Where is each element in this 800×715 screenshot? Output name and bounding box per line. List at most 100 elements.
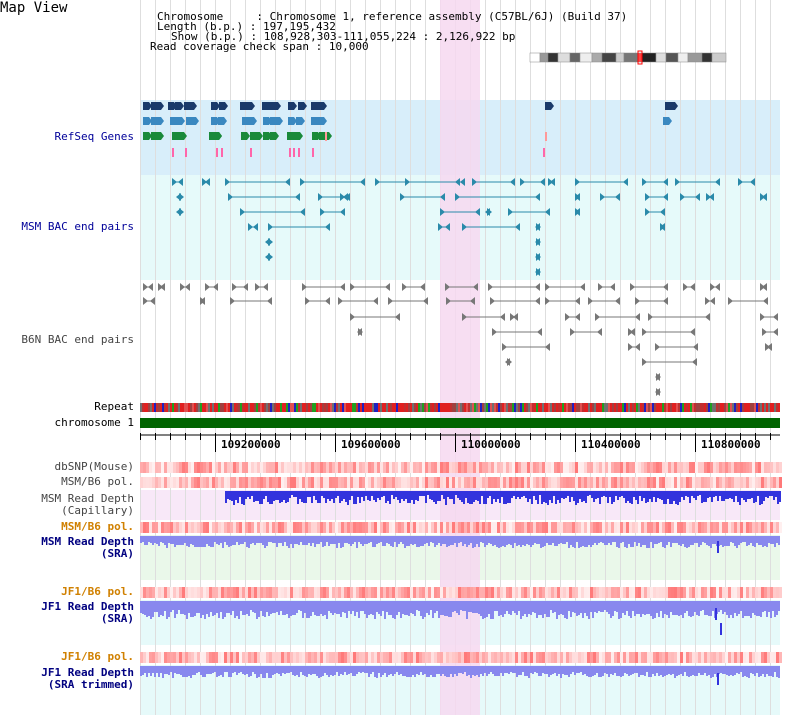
msm-depth-cap-bar (533, 491, 535, 496)
jf1-depth-bar (724, 601, 726, 612)
jf1-b6-pol-heat-2 (767, 652, 770, 663)
msm-bac-pair-end (750, 178, 755, 186)
msm-depth-sra-bar (452, 536, 454, 545)
jf1-b6-pol-heat-2 (542, 652, 545, 663)
jf1-b6-pol-heat-2 (413, 652, 416, 663)
jf1-trim-bar (250, 666, 252, 676)
msm-depth-sra-bar (332, 536, 334, 544)
jf1-trim-bar (196, 666, 198, 673)
repeat-segment (196, 403, 198, 412)
msm-depth-sra-bar (388, 536, 390, 544)
msm-depth-sra-bar (682, 536, 684, 544)
dbsnp-heat (461, 462, 464, 473)
msm-depth-cap-bar (543, 491, 545, 502)
msm-depth-sra-bar (442, 536, 444, 544)
jf1-b6-pol-heat (767, 587, 770, 598)
msm-depth-sra-bar (214, 536, 216, 542)
refseq-gene-tick (185, 148, 187, 157)
msm-b6-pol-heat (380, 477, 383, 488)
jf1-b6-pol-heat-2 (185, 652, 188, 663)
jf1-trim-bar (406, 666, 408, 677)
dbsnp-heat (650, 462, 653, 473)
jf1-b6-pol-heat-2 (617, 652, 620, 663)
msm-b6-pol-heat (458, 477, 461, 488)
ideogram-band (637, 52, 643, 63)
jf1-trim-bar (248, 666, 250, 677)
msm-b6-pol-heat-2 (431, 522, 434, 533)
dbsnp-heat (191, 462, 194, 473)
msm-b6-pol-heat (590, 477, 593, 488)
msm-depth-sra-bar (608, 536, 610, 543)
msm-depth-sra-bar (512, 536, 514, 548)
msm-depth-cap-bar (675, 491, 677, 504)
jf1-b6-pol-heat (422, 587, 425, 598)
msm-depth-cap-bar (285, 491, 287, 503)
msm-b6-pol-heat-2 (638, 522, 641, 533)
msm-depth-sra-bar (642, 536, 644, 545)
axis-tick-label: 110000000 (461, 438, 521, 451)
jf1-depth-bar (260, 601, 262, 611)
jf1-trim-bar (752, 666, 754, 674)
jf1-depth-bar (544, 601, 546, 614)
dbsnp-heat (413, 462, 416, 473)
jf1-b6-pol-heat-2 (773, 652, 776, 663)
repeat-segment (612, 403, 614, 412)
jf1-trim-bar (576, 666, 578, 673)
ideogram-band (677, 52, 689, 63)
msm-depth-cap-bar (519, 491, 521, 499)
msm-depth-sra-bar (572, 536, 574, 547)
dbsnp-heat (143, 462, 146, 473)
msm-depth-sra-bar (434, 536, 436, 547)
jf1-trim-bar (644, 666, 646, 676)
jf1-trim-bar (454, 666, 456, 674)
msm-b6-pol-heat-2 (521, 522, 524, 533)
repeat-segment (588, 403, 590, 412)
jf1-depth-bar (346, 601, 348, 618)
jf1-trim-bar (556, 666, 558, 676)
repeat-segment (616, 403, 618, 412)
msm-b6-pol-heat (362, 477, 365, 488)
repeat-segment (286, 403, 288, 412)
b6n-bac-pair-end (630, 283, 635, 291)
jf1-trim-bar (258, 666, 260, 677)
jf1-b6-pol-heat (638, 587, 641, 598)
msm-bac-pair-end (440, 208, 445, 216)
jf1-trim-bar (728, 666, 730, 676)
msm-b6-pol-heat (596, 477, 599, 488)
msm-depth-cap-bar (671, 491, 673, 504)
jf1-trim-bar (170, 666, 172, 672)
jf1-depth-bar (410, 601, 412, 613)
dbsnp-heat (167, 462, 170, 473)
jf1-b6-pol-heat (644, 587, 647, 598)
jf1-depth-bar (518, 601, 520, 611)
track-label-b6n-bac[interactable]: B6N BAC end pairs (21, 333, 134, 346)
jf1-b6-pol-heat (776, 587, 779, 598)
jf1-b6-pol-heat (665, 587, 668, 598)
msm-depth-sra-bar (582, 536, 584, 546)
msm-depth-cap-bar (287, 491, 289, 502)
repeat-segment (774, 403, 776, 412)
msm-depth-sra-bar (342, 536, 344, 547)
msm-depth-sra-bar (212, 536, 214, 547)
repeat-segment (684, 403, 686, 412)
msm-b6-pol-heat (716, 477, 719, 488)
msm-depth-cap-bar (529, 491, 531, 499)
msm-bac-pair-end (680, 193, 685, 201)
jf1-b6-pol-heat (425, 587, 428, 598)
dbsnp-heat (659, 462, 662, 473)
jf1-trim-bar (404, 666, 406, 676)
repeat-segment (578, 403, 580, 412)
jf1-depth-bar (502, 601, 504, 617)
track-label-msm-bac[interactable]: MSM BAC end pairs (21, 220, 134, 233)
jf1-b6-pol-heat (173, 587, 176, 598)
dbsnp-heat (368, 462, 371, 473)
jf1-b6-pol-heat (620, 587, 623, 598)
msm-b6-pol-heat-2 (194, 522, 197, 533)
track-label-refseq[interactable]: RefSeq Genes (54, 130, 134, 143)
msm-depth-sra-bar (264, 536, 266, 548)
msm-depth-cap-bar (473, 491, 475, 502)
dbsnp-heat (671, 462, 674, 473)
repeat-segment (392, 403, 394, 412)
msm-b6-pol-heat-2 (491, 522, 494, 533)
